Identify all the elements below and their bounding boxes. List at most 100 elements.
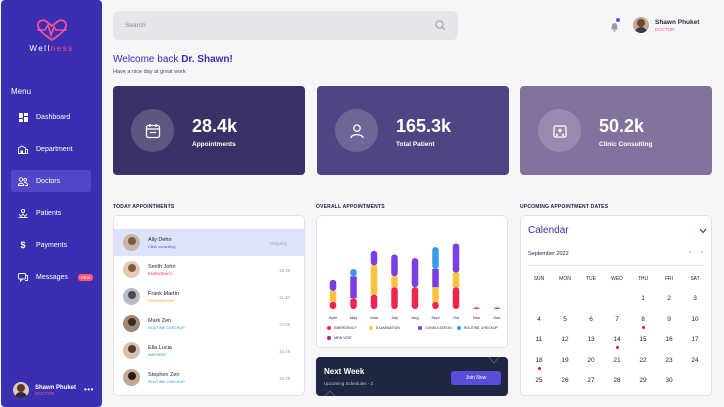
next-month-button[interactable]: › bbox=[701, 250, 703, 256]
legend-dot bbox=[369, 326, 373, 330]
calendar-day[interactable]: 7 bbox=[615, 315, 619, 323]
calendar-day[interactable]: 20 bbox=[587, 356, 595, 364]
search-icon[interactable] bbox=[435, 20, 446, 31]
appointment-row[interactable]: Ally Dehn Clinic consulting Ongoing bbox=[114, 229, 304, 256]
bar-segment-june-examination[interactable] bbox=[370, 265, 378, 295]
bar-segment-nov-emergency[interactable] bbox=[473, 307, 480, 309]
sidebar-item-messages[interactable]: Messages NEW bbox=[11, 266, 94, 288]
notification-bell-icon[interactable] bbox=[610, 18, 620, 37]
stat-card-total-patient[interactable]: 165.3k Total Patient bbox=[317, 86, 509, 175]
calendar-day[interactable]: 8 bbox=[641, 315, 645, 323]
calendar-day[interactable]: 16 bbox=[665, 336, 673, 343]
calendar-day[interactable]: 27 bbox=[587, 377, 595, 384]
bar-segment-april-examination[interactable] bbox=[329, 290, 337, 302]
appointment-row[interactable]: Mark Zen ROUTINE CHECKUP 14:00 bbox=[114, 310, 304, 337]
appointment-row[interactable]: Stephen Zen ROUTINE CHECKUP 16:40 bbox=[114, 364, 304, 391]
bar-segment-sept-examination[interactable] bbox=[432, 287, 439, 302]
sidebar-item-payments[interactable]: $ Payments bbox=[11, 234, 91, 256]
calendar-day[interactable]: 28 bbox=[613, 377, 621, 384]
calendar-day[interactable]: 25 bbox=[535, 377, 543, 384]
sidebar-item-department[interactable]: Department bbox=[11, 138, 91, 160]
bar-segment-sept-routine-checkup[interactable] bbox=[432, 247, 439, 269]
appointment-marker-dot bbox=[615, 346, 619, 349]
x-tick-label: Sept bbox=[431, 315, 440, 320]
calendar-day[interactable]: 4 bbox=[537, 315, 541, 323]
next-week-subtitle: Upcoming Schedules - 2 bbox=[324, 381, 374, 386]
calendar-day[interactable]: 17 bbox=[691, 336, 699, 343]
calendar-day[interactable]: 29 bbox=[639, 377, 647, 384]
stat-card-appointments[interactable]: 28.4k Appointments bbox=[113, 86, 305, 175]
calendar-day[interactable]: 3 bbox=[693, 295, 697, 302]
bar-segment-oct-examination[interactable] bbox=[452, 272, 460, 288]
appointment-type: SURGERY bbox=[148, 353, 167, 357]
bar-segment-june-emergency[interactable] bbox=[370, 294, 378, 309]
bar-segment-aug-consultation[interactable] bbox=[411, 258, 419, 288]
calendar-day[interactable]: 23 bbox=[665, 356, 673, 364]
calendar-day[interactable]: 18 bbox=[535, 356, 543, 364]
bar-segment-may-routine-checkup[interactable] bbox=[350, 269, 357, 277]
menu-title: Menu bbox=[11, 87, 32, 96]
appointment-row[interactable]: Frank Martin EXAMINATION 11:30 bbox=[114, 283, 304, 310]
calendar-day[interactable]: 22 bbox=[639, 356, 647, 364]
header-user[interactable]: Shawn Phuket DOCTOR bbox=[633, 17, 699, 33]
decorative-shape-icon bbox=[488, 357, 500, 364]
sidebar-item-dashboard[interactable]: Dashboard bbox=[11, 106, 91, 128]
brand-logo[interactable]: Wellness bbox=[1, 18, 102, 53]
calendar-day[interactable]: 12 bbox=[561, 336, 569, 343]
prev-month-button[interactable]: ‹ bbox=[689, 250, 691, 256]
bar-segment-july-examination[interactable] bbox=[391, 276, 398, 288]
more-options-icon[interactable]: ••• bbox=[84, 385, 94, 394]
bar-segment-april-consultation[interactable] bbox=[329, 279, 337, 291]
calendar-day[interactable]: 2 bbox=[667, 295, 671, 302]
calendar-day[interactable]: 10 bbox=[691, 315, 699, 323]
avatar bbox=[633, 17, 649, 33]
bar-segment-oct-emergency[interactable] bbox=[452, 287, 460, 309]
calendar-nav: ‹ › bbox=[679, 250, 703, 256]
sidebar-item-patients[interactable]: Patients bbox=[11, 202, 91, 224]
legend-dot bbox=[457, 326, 461, 330]
bar-segment-may-consultation[interactable] bbox=[350, 276, 357, 299]
search-input[interactable]: Search bbox=[113, 11, 458, 40]
bar-segment-june-consultation[interactable] bbox=[370, 250, 378, 266]
appointment-type: Clinic consulting bbox=[148, 245, 176, 249]
bar-segment-july-emergency[interactable] bbox=[391, 287, 398, 309]
sidebar-item-doctors[interactable]: Doctors bbox=[11, 170, 91, 192]
bar-segment-sept-emergency[interactable] bbox=[432, 301, 439, 309]
bar-segment-aug-emergency[interactable] bbox=[411, 287, 419, 309]
stat-card-clinic-consulting[interactable]: 50.2k Clinic Consulting bbox=[520, 86, 712, 175]
calendar-day[interactable]: 21 bbox=[613, 356, 621, 364]
x-tick-label: Aug bbox=[411, 315, 418, 320]
legend-label: ROUTINE CHECKUP bbox=[464, 326, 498, 330]
calendar-day[interactable]: 6 bbox=[589, 315, 593, 323]
calendar-day[interactable]: 24 bbox=[691, 356, 699, 364]
bar-segment-oct-consultation[interactable] bbox=[452, 243, 460, 273]
bar-segment-april-emergency[interactable] bbox=[329, 301, 337, 309]
join-now-button[interactable]: Join Now bbox=[451, 371, 501, 385]
sidebar-user[interactable]: Shawn Phuket DOCTOR bbox=[13, 382, 76, 398]
bar-segment-sept-consultation[interactable] bbox=[432, 269, 439, 288]
calendar-day[interactable]: 9 bbox=[667, 315, 671, 323]
appointment-row[interactable]: Smith John EMERGENCY 15:30 bbox=[114, 256, 304, 283]
chevron-down-icon[interactable] bbox=[699, 228, 707, 234]
appointment-row[interactable]: Ella Lucia SURGERY 15:45 bbox=[114, 337, 304, 364]
calendar-day[interactable]: 11 bbox=[535, 336, 543, 343]
calendar-day[interactable]: 19 bbox=[561, 356, 569, 364]
calendar-day[interactable]: 26 bbox=[561, 377, 569, 384]
calendar-day[interactable]: 30 bbox=[665, 377, 673, 384]
patient-name: Stephen Zen bbox=[148, 372, 180, 378]
calendar-day[interactable]: 1 bbox=[641, 295, 645, 302]
calendar-day[interactable]: 15 bbox=[639, 336, 647, 343]
search-placeholder: Search bbox=[125, 22, 146, 29]
bar-segment-may-emergency[interactable] bbox=[350, 298, 357, 309]
stat-value: 50.2k bbox=[599, 116, 645, 136]
calendar-day[interactable]: 13 bbox=[587, 336, 595, 343]
weekday-label: WED bbox=[611, 276, 623, 282]
bar-segment-july-consultation[interactable] bbox=[391, 254, 398, 277]
legend-item-routine-checkup: ROUTINE CHECKUP bbox=[457, 326, 498, 330]
calendar-day[interactable]: 5 bbox=[563, 315, 567, 323]
sidebar-item-label: Patients bbox=[36, 209, 62, 217]
legend-label: NEW VISIT bbox=[334, 336, 352, 340]
messages-icon bbox=[18, 272, 28, 282]
bar-segment-dec-emergency[interactable] bbox=[493, 307, 501, 309]
calendar-day[interactable]: 14 bbox=[613, 336, 621, 343]
